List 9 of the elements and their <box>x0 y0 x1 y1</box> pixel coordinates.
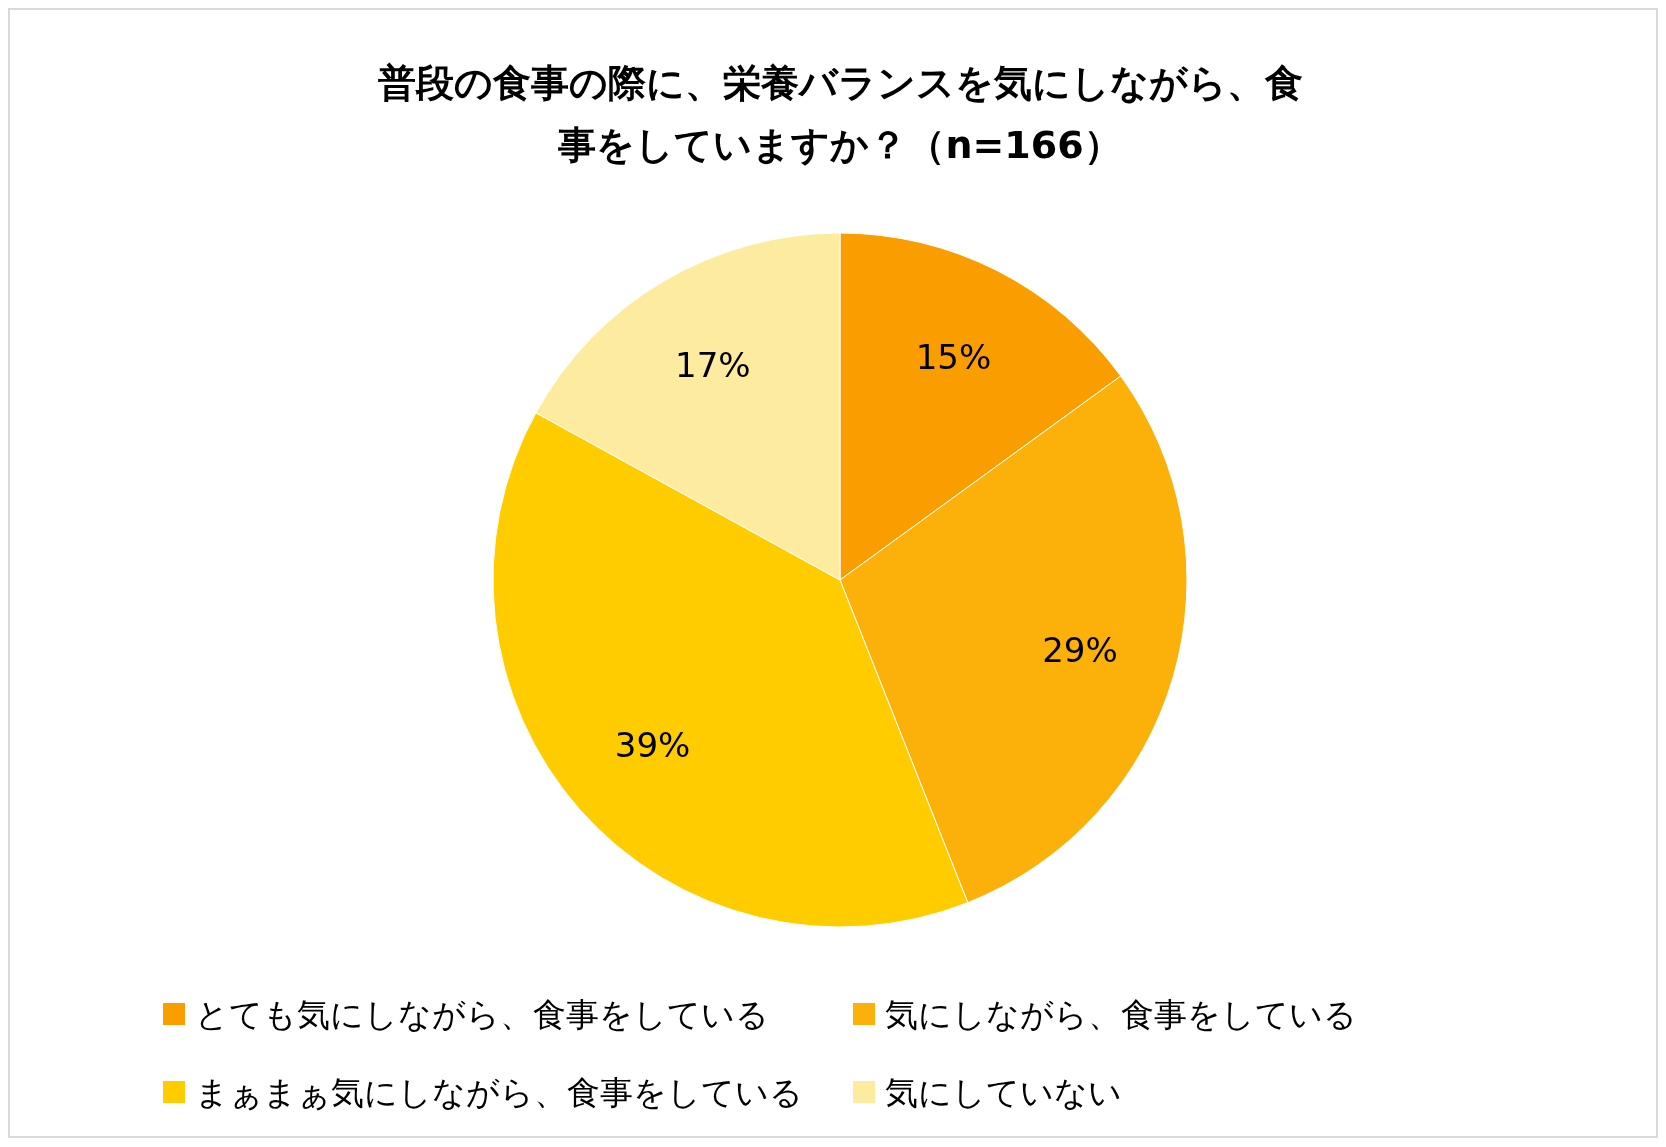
legend-label: とても気にしながら、食事をしている <box>195 994 769 1034</box>
legend-label: 気にしながら、食事をしている <box>885 994 1357 1034</box>
data-label: 17% <box>675 344 751 385</box>
legend-label: 気にしていない <box>885 1072 1122 1112</box>
data-label: 39% <box>614 725 691 766</box>
data-label: 15% <box>915 337 992 378</box>
data-label: 29% <box>1042 629 1118 670</box>
legend-label: まぁまぁ気にしながら、食事をしている <box>195 1072 803 1112</box>
chart-title: 普段の食事の際に、栄養バランスを気にしながら、食事をしていますか？（n=166） <box>377 61 1303 167</box>
